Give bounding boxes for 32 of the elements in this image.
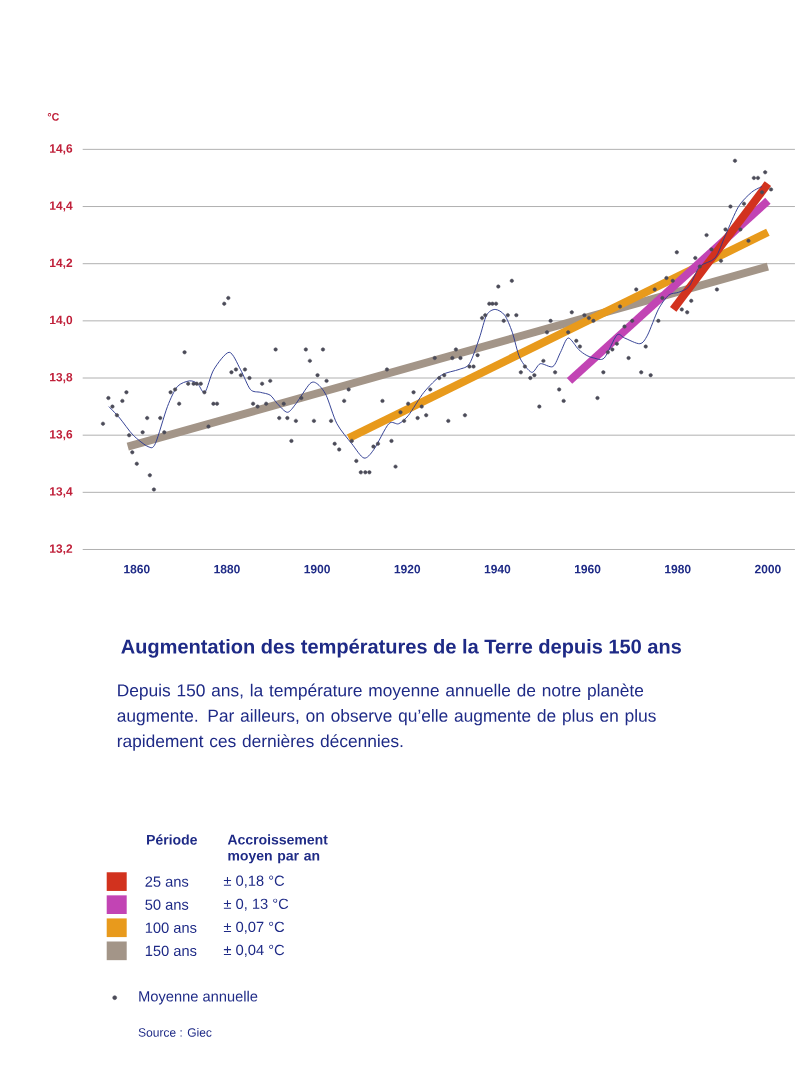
text: ± 0, 13 °C (223, 898, 289, 911)
y-tick-label: 13,8 (49, 372, 73, 384)
legend-label: 50 ans (145, 899, 189, 910)
x-tick-label: 1900 (304, 564, 330, 574)
legend-label: 100 ans (145, 922, 197, 933)
y-tick-label: 14,4 (49, 201, 73, 212)
legend-label: Moyenne annuelle (139, 990, 258, 1005)
x-tick-label: 1960 (574, 564, 601, 574)
y-tick-label: 13,2 (49, 544, 73, 555)
y-tick-label: 13,4 (49, 487, 73, 498)
text: ± 0,04 °C (223, 944, 284, 957)
text: Accroissement moyen par an (227, 834, 328, 864)
legend-label: 150 ans (145, 945, 197, 957)
y-axis-title: °C (47, 113, 59, 121)
y-tick-label: 14,6 (49, 144, 73, 155)
y-tick-label: 14,2 (49, 258, 73, 269)
text: Depuis 150 ans, la température moyenne annuelle de notre planète augmente. Par ailleurs, on observe qu’elle augmente de plus en plus rapidement ces dernières décennies. (117, 683, 656, 751)
x-tick-label: 1940 (484, 564, 511, 574)
x-tick-label: 1980 (665, 564, 691, 574)
y-tick-label: 14,0 (49, 315, 73, 326)
x-tick-label: 2000 (754, 564, 781, 574)
y-tick-label: 13,6 (49, 430, 73, 441)
source-note: Source : Giec (138, 1027, 212, 1037)
text: ± 0,18 °C (223, 875, 284, 888)
text: Augmentation des températures de la Terre depuis 150 ans (121, 638, 681, 658)
line-series (108, 186, 763, 459)
x-tick-label: 1920 (394, 564, 420, 574)
x-tick-label: 1860 (124, 564, 150, 574)
x-tick-label: 1880 (214, 564, 240, 574)
legend-label: 25 ans (145, 876, 189, 887)
text: ± 0,07 °C (223, 921, 284, 934)
legend-title: Période (146, 834, 197, 845)
